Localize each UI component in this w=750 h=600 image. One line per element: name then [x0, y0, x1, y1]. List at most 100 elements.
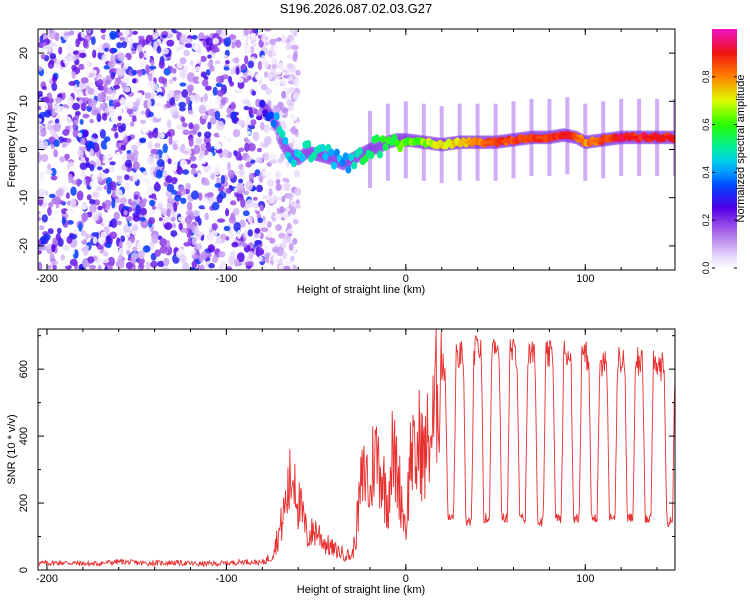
noise-blob: [236, 252, 245, 263]
noise-blob: [250, 119, 257, 126]
noise-blob: [269, 38, 276, 45]
noise-blob: [104, 199, 112, 207]
noise-blob: [200, 157, 207, 165]
noise-blob: [89, 264, 97, 270]
noise-blob: [174, 93, 180, 102]
noise-blob: [169, 96, 176, 106]
noise-blob: [275, 183, 282, 191]
noise-blob: [92, 133, 98, 139]
noise-blob: [291, 44, 299, 51]
noise-blob: [79, 118, 84, 125]
noise-blob: [46, 82, 52, 92]
noise-blob: [175, 29, 184, 32]
noise-blob: [92, 191, 100, 199]
noise-blob: [127, 101, 134, 110]
signal-point: [328, 148, 335, 157]
colorbar-tick-label: 0.8: [701, 71, 711, 84]
noise-blob: [159, 132, 165, 139]
noise-blob: [257, 217, 264, 224]
noise-blob: [244, 55, 249, 65]
noise-blob: [263, 245, 268, 254]
noise-blob: [140, 110, 145, 115]
noise-blob: [47, 42, 52, 53]
x-tick-label: 0: [403, 273, 409, 285]
noise-blob: [47, 228, 54, 235]
noise-blob: [205, 85, 212, 91]
noise-blob: [82, 258, 89, 269]
y-tick-label: 600: [18, 360, 30, 378]
noise-blob: [62, 244, 70, 251]
noise-blob: [162, 143, 168, 154]
noise-blob: [221, 139, 229, 146]
noise-blob: [136, 92, 142, 98]
noise-blob: [149, 199, 156, 207]
noise-blob: [62, 260, 70, 267]
noise-blob: [121, 41, 127, 49]
noise-blob: [180, 116, 186, 123]
noise-blob: [139, 217, 146, 222]
noise-blob: [167, 94, 172, 99]
noise-blob: [266, 230, 273, 238]
noise-blob: [218, 130, 227, 137]
noise-blob: [230, 101, 236, 111]
noise-blob: [205, 69, 211, 76]
noise-blob: [96, 79, 104, 87]
noise-blob: [154, 142, 161, 149]
signal-point: [382, 143, 389, 152]
noise-blob: [156, 45, 162, 54]
noise-blob: [85, 68, 90, 77]
noise-blob: [178, 101, 187, 108]
noise-blob: [256, 184, 263, 193]
noise-blob: [263, 152, 270, 161]
noise-blob: [185, 210, 191, 215]
signal-point: [259, 99, 266, 108]
noise-blob: [279, 34, 287, 44]
signal-point: [377, 150, 383, 159]
noise-blob: [131, 69, 138, 76]
noise-blob: [271, 51, 277, 57]
noise-blob: [195, 137, 203, 145]
noise-blob: [109, 161, 116, 166]
noise-blob: [90, 99, 97, 106]
noise-blob: [144, 177, 150, 186]
noise-blob: [136, 69, 144, 74]
noise-blob: [57, 187, 64, 197]
noise-blob: [292, 92, 300, 99]
noise-blob: [54, 103, 60, 114]
noise-blob: [100, 172, 106, 180]
noise-blob: [187, 237, 192, 245]
noise-blob: [65, 43, 74, 52]
noise-blob: [117, 115, 122, 121]
noise-blob: [236, 120, 244, 126]
noise-blob: [147, 111, 154, 118]
noise-blob: [281, 195, 286, 203]
noise-blob: [239, 132, 245, 138]
noise-blob: [290, 201, 296, 207]
noise-blob: [242, 36, 247, 45]
noise-blob: [264, 254, 270, 264]
noise-blob: [61, 142, 67, 148]
noise-blob: [116, 259, 125, 269]
noise-blob: [138, 239, 147, 246]
noise-blob: [186, 232, 192, 238]
noise-blob: [232, 208, 240, 216]
noise-blob: [274, 170, 282, 180]
noise-blob: [78, 63, 86, 70]
noise-blob: [233, 222, 241, 232]
noise-blob: [156, 159, 165, 168]
noise-blob: [49, 59, 55, 65]
noise-blob: [95, 158, 101, 167]
noise-blob: [223, 225, 231, 232]
noise-blob: [179, 82, 187, 87]
noise-blob: [108, 60, 116, 69]
noise-blob: [166, 131, 172, 137]
signal-point: [319, 143, 326, 152]
noise-blob: [70, 186, 77, 196]
noise-blob: [270, 92, 277, 101]
noise-blob: [81, 97, 90, 103]
noise-blob: [110, 218, 118, 229]
noise-blob: [38, 124, 44, 130]
noise-blob: [187, 109, 194, 115]
noise-blob: [161, 152, 168, 162]
